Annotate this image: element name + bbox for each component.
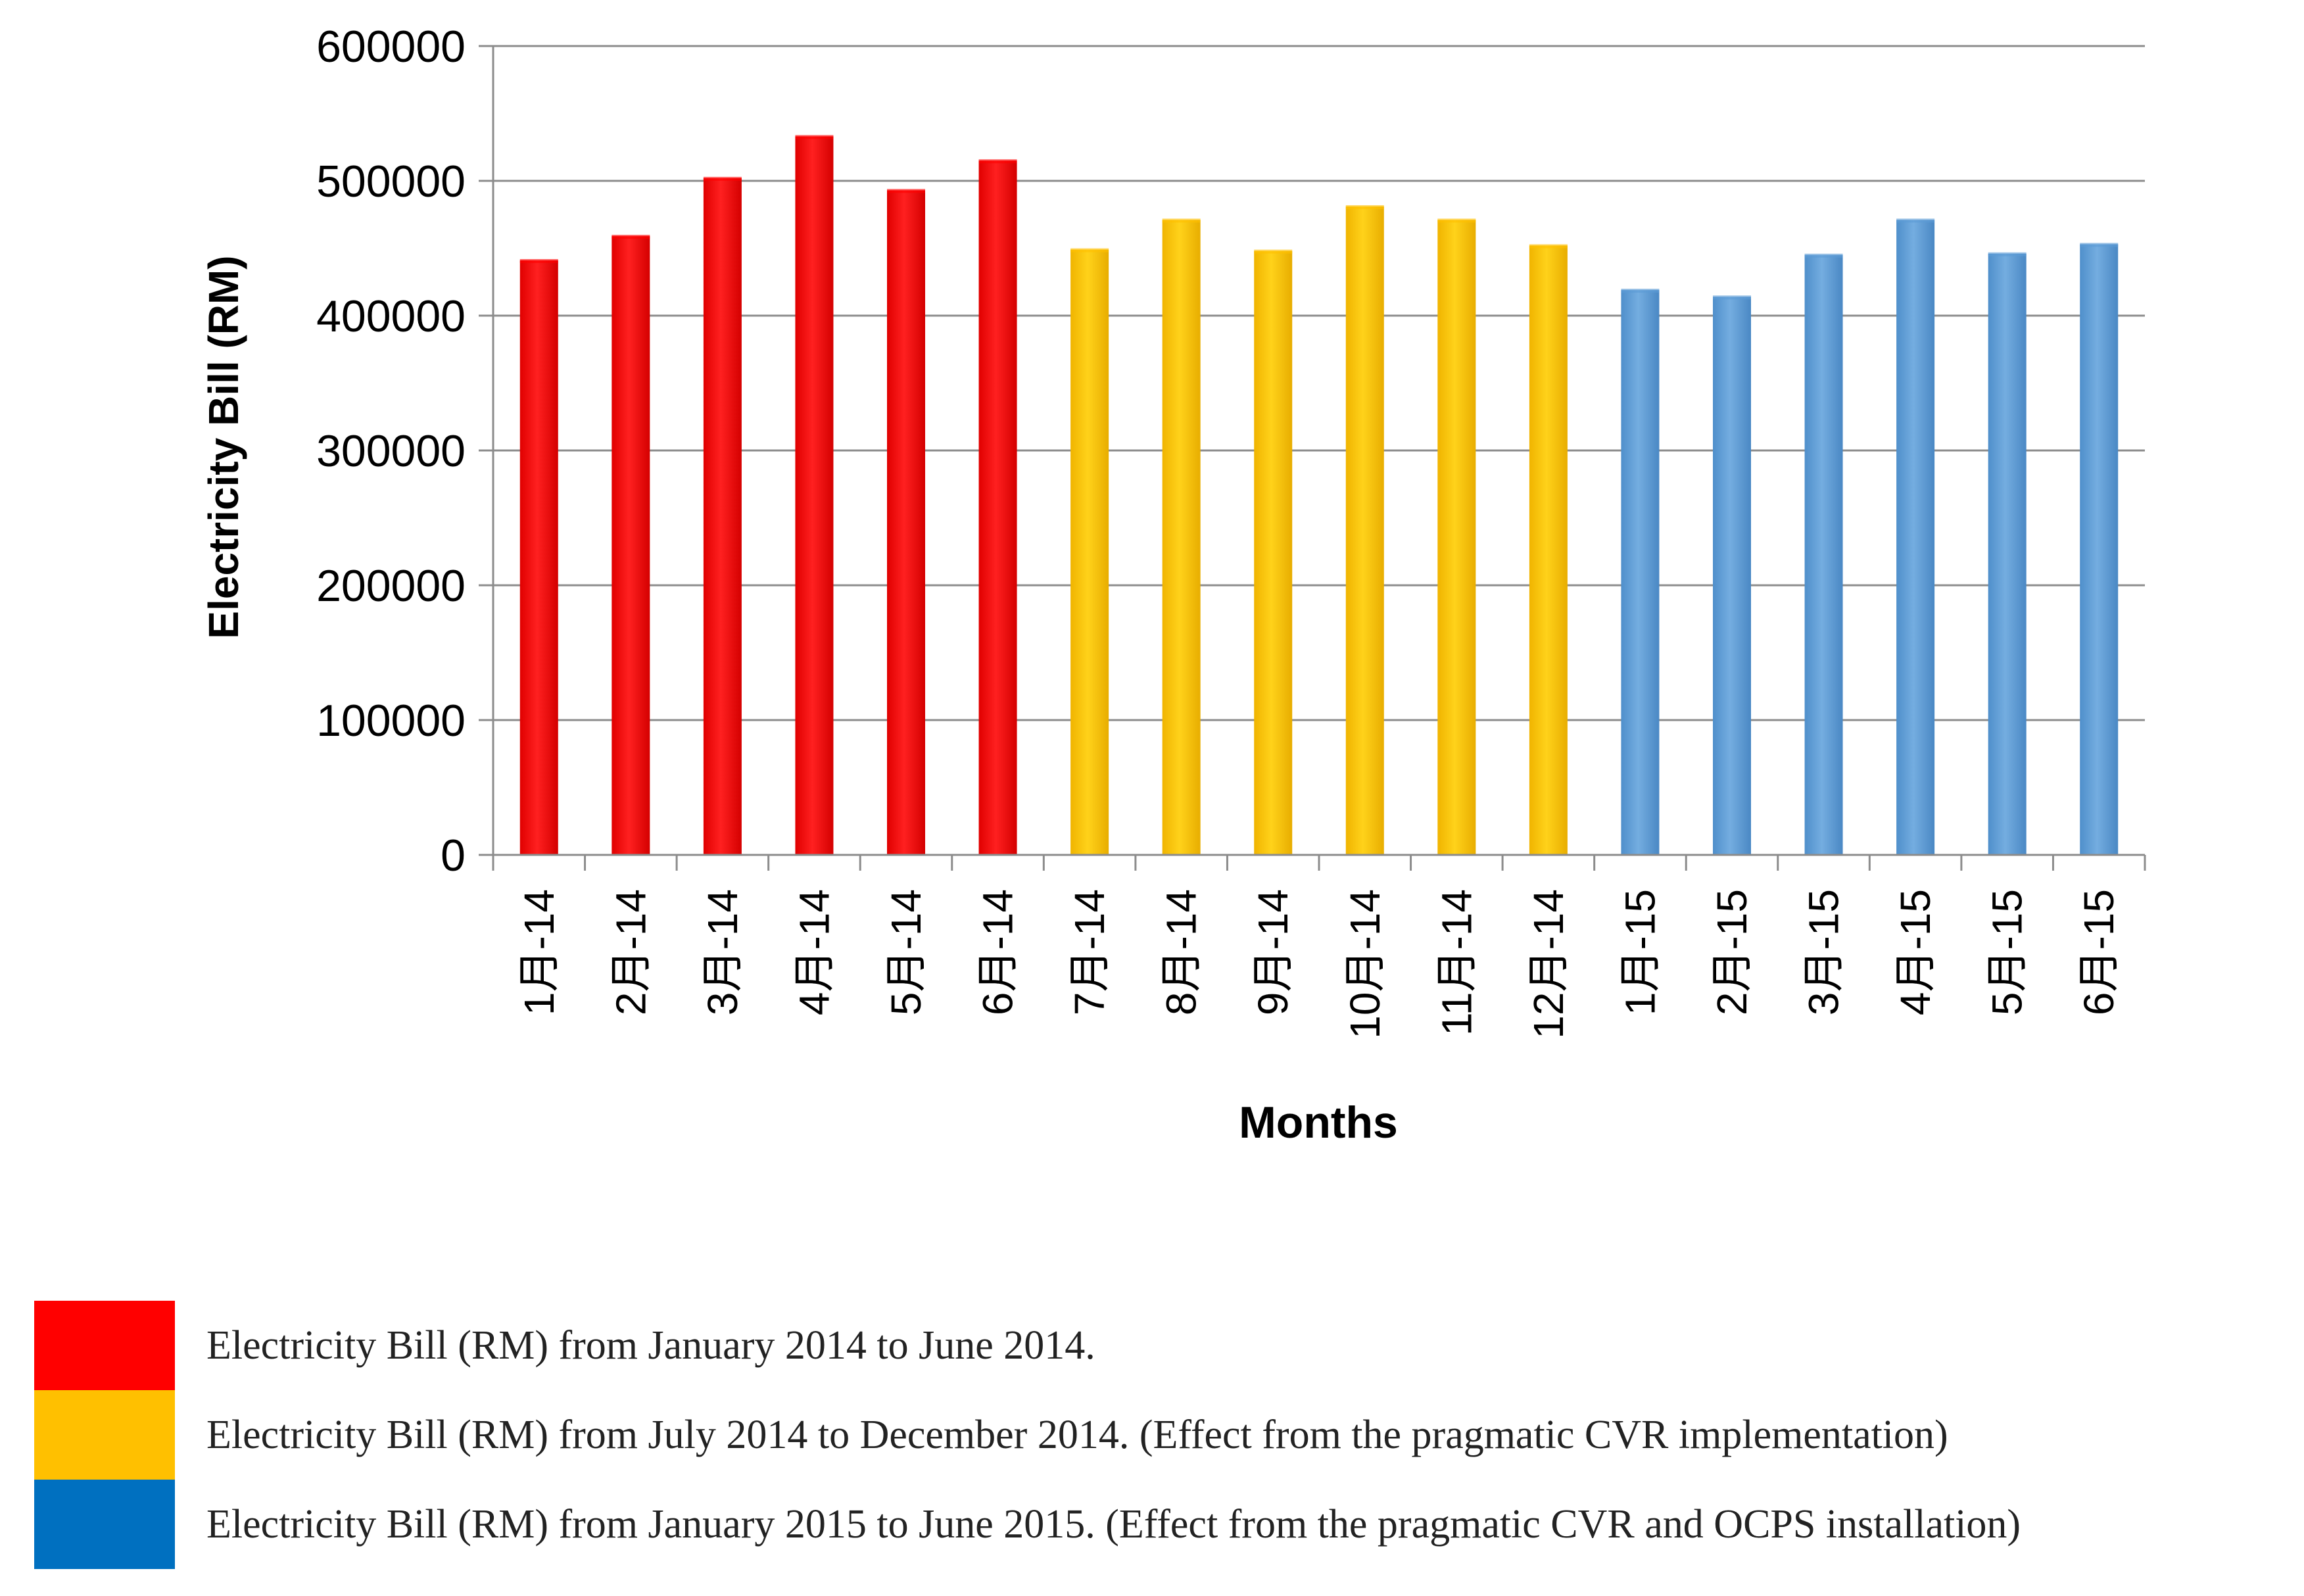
bar-6月-14	[978, 160, 1017, 855]
bar-cap	[978, 159, 1017, 164]
bar-11月-14	[1437, 220, 1476, 855]
legend-swatch-red	[34, 1301, 175, 1390]
x-tick-label: 1月-15	[1616, 889, 1664, 1015]
bar-9月-14	[1254, 251, 1293, 856]
legend-label: Electricity Bill (RM) from January 2014 …	[206, 1322, 1095, 1368]
x-tick-label: 10月-14	[1341, 889, 1389, 1039]
y-tick-label: 200000	[316, 561, 466, 611]
bar-6月-15	[2080, 244, 2119, 856]
bar-cap	[1621, 289, 1660, 293]
bar-cap	[2080, 243, 2119, 247]
legend-label: Electricity Bill (RM) from January 2015 …	[206, 1501, 2021, 1547]
bar-12月-14	[1529, 245, 1568, 855]
x-tick-label: 1月-14	[516, 889, 563, 1015]
bar-cap	[703, 176, 742, 181]
x-tick-label: 2月-15	[1708, 889, 1756, 1015]
x-tick-label: 3月-14	[699, 889, 746, 1015]
legend-item-jan-jun-2014: Electricity Bill (RM) from January 2014 …	[34, 1301, 2296, 1390]
legend-item-jan-jun-2015: Electricity Bill (RM) from January 2015 …	[34, 1480, 2296, 1569]
bar-cap	[519, 258, 558, 263]
bar-cap	[1070, 248, 1109, 253]
bar-cap	[612, 235, 650, 239]
bar-cap	[1254, 249, 1293, 254]
x-tick-label: 7月-14	[1066, 889, 1113, 1015]
bar-4月-15	[1896, 220, 1935, 855]
y-tick-label: 600000	[316, 22, 466, 72]
axes	[479, 45, 2146, 871]
x-tick-label: 2月-14	[607, 889, 654, 1015]
x-tick-label: 8月-14	[1158, 889, 1205, 1015]
bar-5月-14	[887, 190, 925, 856]
bar-chart: 0 100000 200000 300000 400000 500000 600000 1月…	[200, 22, 2146, 1148]
x-tick-label: 12月-14	[1525, 889, 1572, 1039]
legend-swatch-yellow	[34, 1390, 175, 1480]
y-tick-label: 0	[441, 831, 466, 881]
bar-cap	[1345, 205, 1384, 209]
y-tick-labels: 0 100000 200000 300000 400000 500000 600000	[316, 22, 466, 881]
x-tick-label: 11月-14	[1433, 889, 1480, 1036]
legend-swatch-blue	[34, 1480, 175, 1569]
bar-2月-15	[1713, 297, 1751, 855]
y-axis-title: Electricity Bill (RM)	[200, 255, 247, 639]
y-tick-label: 100000	[316, 696, 466, 746]
legend: Electricity Bill (RM) from January 2014 …	[34, 1301, 2296, 1569]
x-tick-label: 4月-14	[790, 889, 838, 1015]
bar-8月-14	[1162, 220, 1201, 855]
bar-cap	[1896, 218, 1935, 223]
bar-3月-14	[703, 178, 742, 855]
legend-item-jul-dec-2014: Electricity Bill (RM) from July 2014 to …	[34, 1390, 2296, 1480]
y-tick-label: 300000	[316, 426, 466, 476]
bar-cap	[887, 189, 925, 193]
bar-series	[519, 135, 2119, 856]
y-tick-label: 400000	[316, 291, 466, 341]
bar-7月-14	[1070, 249, 1109, 855]
x-tick-labels: 1月-14 2月-14 3月-14 4月-14 5月-14 6月-14 7月-14 8月-14…	[516, 889, 2123, 1039]
bar-4月-14	[795, 136, 834, 856]
bar-5月-15	[1988, 253, 2027, 855]
bar-cap	[1162, 218, 1201, 223]
bar-2月-14	[612, 236, 650, 855]
x-tick-label: 9月-14	[1249, 889, 1297, 1015]
bar-cap	[1713, 295, 1751, 300]
x-tick-label: 5月-15	[1984, 889, 2031, 1015]
x-tick-label: 5月-14	[882, 889, 930, 1015]
x-tick-label: 6月-14	[974, 889, 1022, 1015]
legend-label: Electricity Bill (RM) from July 2014 to …	[206, 1412, 1948, 1457]
bar-1月-15	[1621, 290, 1660, 855]
x-axis-title: Months	[1239, 1098, 1398, 1148]
bar-1月-14	[519, 260, 558, 855]
gridlines	[493, 45, 2145, 721]
y-tick-label: 500000	[316, 157, 466, 206]
x-tick-label: 3月-15	[1800, 889, 1848, 1015]
x-tick-label: 4月-15	[1892, 889, 1939, 1015]
bar-cap	[1529, 244, 1568, 249]
bar-10月-14	[1345, 206, 1384, 855]
bar-cap	[1988, 252, 2027, 256]
bar-cap	[1804, 253, 1843, 258]
bar-cap	[1437, 218, 1476, 223]
x-tick-label: 6月-15	[2075, 889, 2123, 1015]
bar-3月-15	[1804, 254, 1843, 855]
bar-cap	[795, 135, 834, 139]
